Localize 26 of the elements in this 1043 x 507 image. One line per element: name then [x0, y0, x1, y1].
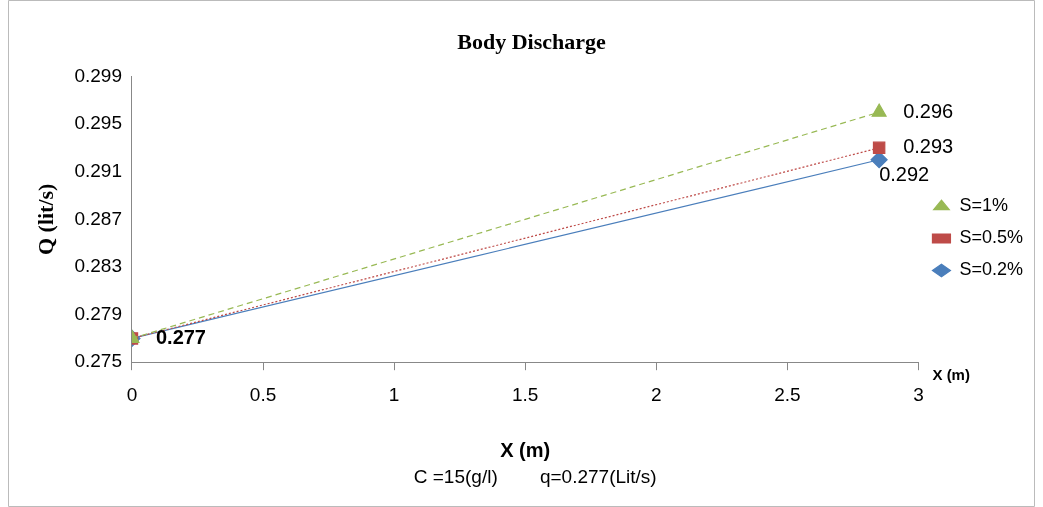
x-axis-title: X (m): [500, 438, 551, 461]
x-tick-label: 3: [913, 383, 924, 405]
legend-label: S=0.5%: [959, 227, 1023, 248]
x-tick-label: 1.5: [511, 383, 539, 405]
y-axis-title: Q (lit/s): [32, 183, 58, 256]
x-tick-label: 0: [126, 383, 138, 405]
data-label: 0.296: [903, 99, 954, 122]
y-tick-label: 0.291: [74, 159, 122, 181]
data-label: 0.292: [879, 163, 930, 186]
legend-label: S=1%: [959, 195, 1008, 216]
y-tick-label: 0.287: [74, 207, 122, 229]
data-label: 0.277: [155, 325, 207, 348]
y-tick-label: 0.299: [74, 64, 122, 86]
y-tick-label: 0.275: [74, 350, 122, 372]
chart-title: Body Discharge: [457, 28, 606, 54]
legend-label: S=0.2%: [959, 259, 1023, 280]
y-tick-label: 0.283: [74, 255, 122, 277]
y-tick-label: 0.279: [74, 302, 122, 324]
text: C =15(g/l) q=0.277(Lit/s): [413, 466, 657, 488]
text: X (m): [932, 366, 970, 384]
x-tick-label: 0.5: [249, 383, 277, 405]
x-tick-label: 2: [651, 383, 662, 405]
y-tick-label: 0.295: [74, 112, 122, 134]
x-tick-label: 2.5: [774, 383, 801, 405]
data-label: 0.293: [903, 135, 954, 158]
x-tick-label: 1: [388, 383, 400, 405]
